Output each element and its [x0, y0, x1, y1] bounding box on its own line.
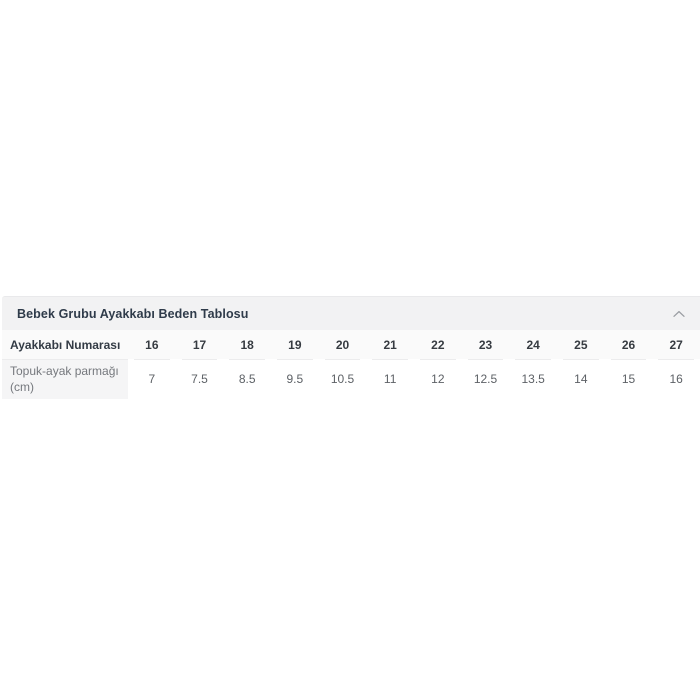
size-chart-panel: Bebek Grubu Ayakkabı Beden Tablosu Ayakk… [2, 296, 700, 399]
size-column-header: 25 [557, 330, 605, 359]
size-chart-accordion-header[interactable]: Bebek Grubu Ayakkabı Beden Tablosu [2, 296, 700, 330]
size-value-cell: 11 [366, 359, 414, 399]
size-value-cell: 7.5 [175, 359, 224, 399]
size-column-header: 18 [223, 330, 271, 359]
size-column-header: 21 [366, 330, 414, 359]
size-column-header: 23 [461, 330, 510, 359]
size-value-cell: 13.5 [509, 359, 557, 399]
row-label-heel-toe-cm: Topuk-ayak parmağı (cm) [2, 359, 128, 399]
chevron-up-icon[interactable] [672, 307, 686, 321]
row-header-shoe-number: Ayakkabı Numarası [2, 330, 128, 359]
size-column-header: 27 [652, 330, 700, 359]
size-value-cell: 12 [414, 359, 462, 399]
size-table: Ayakkabı Numarası 16 17 18 19 20 21 22 2… [2, 330, 700, 399]
row-label-line2: (cm) [10, 380, 34, 394]
table-header-row: Ayakkabı Numarası 16 17 18 19 20 21 22 2… [2, 330, 700, 359]
size-value-cell: 7 [128, 359, 176, 399]
size-column-header: 20 [318, 330, 367, 359]
size-column-header: 24 [509, 330, 557, 359]
size-value-cell: 16 [652, 359, 700, 399]
size-value-cell: 12.5 [461, 359, 510, 399]
panel-title: Bebek Grubu Ayakkabı Beden Tablosu [17, 306, 249, 321]
table-row-heel-toe: Topuk-ayak parmağı (cm) 7 7.5 8.5 9.5 10… [2, 359, 700, 399]
size-column-header: 26 [604, 330, 653, 359]
size-value-cell: 15 [604, 359, 653, 399]
row-label-line1: Topuk-ayak parmağı [10, 364, 119, 378]
size-column-header: 19 [271, 330, 319, 359]
size-column-header: 17 [175, 330, 224, 359]
size-column-header: 16 [128, 330, 176, 359]
size-value-cell: 9.5 [271, 359, 319, 399]
size-value-cell: 10.5 [318, 359, 367, 399]
size-value-cell: 14 [557, 359, 605, 399]
size-value-cell: 8.5 [223, 359, 271, 399]
size-column-header: 22 [414, 330, 462, 359]
